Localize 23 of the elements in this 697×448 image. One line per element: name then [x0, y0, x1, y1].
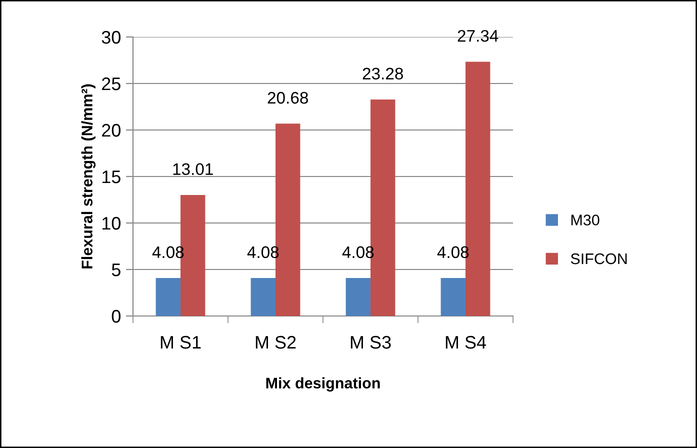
x-tick-label: M S4 — [446, 336, 486, 349]
y-tick-label: 5 — [112, 264, 120, 276]
y-axis-title: Flexural strength (N/mm²) — [81, 84, 96, 268]
x-tick-label: M S3 — [350, 336, 391, 349]
data-label: 13.01 — [173, 163, 213, 176]
data-label: 23.28 — [362, 68, 403, 80]
y-tick-label: 0 — [112, 310, 120, 323]
x-tick-label: M S2 — [256, 336, 296, 349]
data-label: 27.34 — [458, 30, 498, 42]
bar — [440, 278, 466, 316]
x-axis-title: Mix designation — [266, 377, 380, 392]
legend-label: SIFCON — [570, 253, 627, 264]
y-tick-label: 30 — [102, 30, 120, 44]
bar — [250, 278, 276, 316]
y-tick-label: 10 — [102, 216, 120, 230]
data-label: 20.68 — [268, 92, 308, 104]
y-tick-label: 25 — [102, 77, 120, 90]
legend-label: M30 — [571, 214, 600, 226]
y-tick-label: 20 — [102, 124, 120, 137]
y-tick-label: 15 — [102, 170, 120, 184]
bar — [156, 278, 180, 316]
bar — [346, 278, 370, 316]
x-tick-label: M S1 — [160, 336, 201, 349]
